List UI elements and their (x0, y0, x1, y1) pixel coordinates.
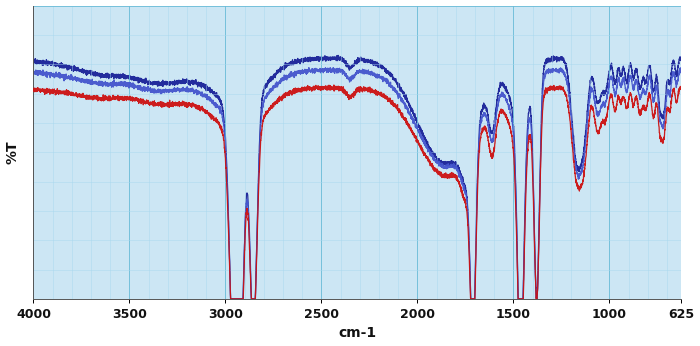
X-axis label: cm-1: cm-1 (338, 326, 377, 340)
Y-axis label: %T: %T (6, 140, 20, 164)
